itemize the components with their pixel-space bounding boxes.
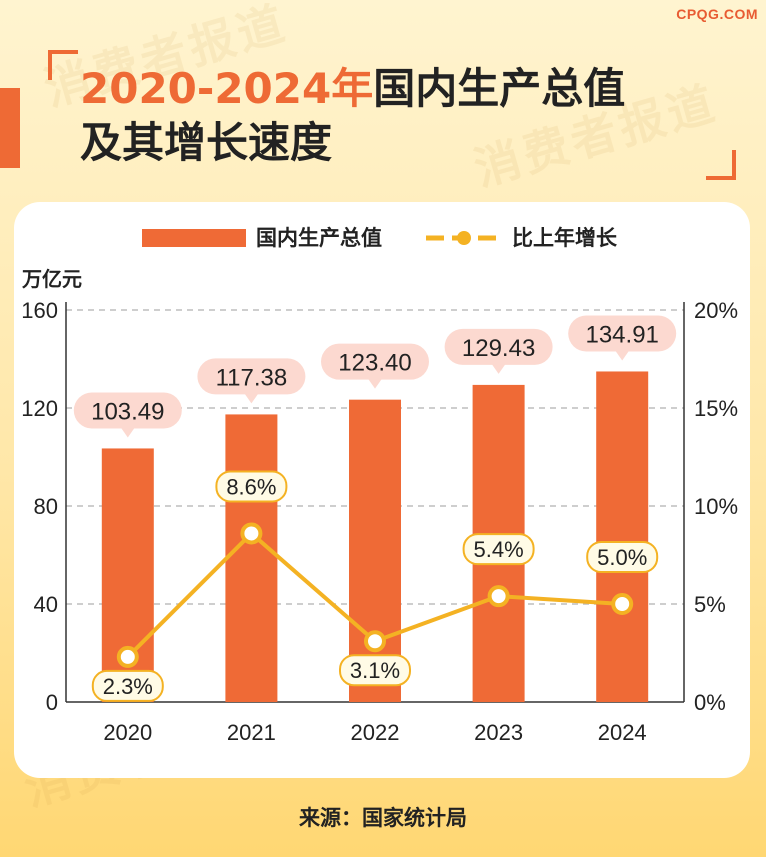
growth-value-label: 8.6% [226, 474, 276, 499]
y2-tick-label: 10% [694, 494, 738, 519]
y2-tick-label: 15% [694, 396, 738, 421]
bar-label-pointer [244, 393, 259, 404]
bar [225, 414, 278, 702]
y-tick-label: 120 [21, 396, 58, 421]
page-title: 2020-2024年国内生产总值 及其增长速度 [80, 62, 625, 170]
bar-value-label: 117.38 [216, 364, 288, 391]
y-tick-label: 40 [34, 592, 58, 617]
y2-tick-label: 20% [694, 298, 738, 323]
legend-bar-swatch [142, 229, 246, 247]
growth-value-label: 5.0% [597, 545, 647, 570]
bar-label-pointer [120, 427, 135, 438]
source-note: 来源：国家统计局 [299, 806, 467, 830]
bar-label-pointer [615, 350, 630, 361]
bar-value-label: 123.40 [338, 350, 411, 377]
growth-point [611, 593, 634, 615]
legend-bar-label: 国内生产总值 [256, 226, 382, 250]
bar-label-pointer [491, 363, 506, 374]
accent-bar [0, 88, 20, 168]
x-tick-label: 2020 [103, 720, 152, 745]
legend-line-marker [457, 231, 471, 245]
title-rest: 国内生产总值 [373, 64, 626, 113]
bar-label-bubble [321, 343, 429, 380]
growth-label-bubble [462, 533, 535, 566]
growth-label-bubble [339, 654, 411, 687]
y-axis-title: 万亿元 [21, 267, 82, 291]
y-tick-label: 80 [34, 494, 58, 519]
title-bracket-open [48, 50, 78, 80]
brand-logo: CPQG.COM [676, 6, 758, 22]
bar-value-label: 129.43 [462, 335, 535, 362]
x-tick-label: 2023 [474, 720, 523, 745]
bar-label-bubble [73, 392, 182, 429]
bar [596, 371, 649, 702]
growth-label-bubble [586, 541, 659, 573]
bar-value-label: 103.49 [91, 398, 164, 425]
growth-point [487, 585, 510, 608]
y2-tick-label: 5% [694, 592, 726, 617]
legend-line-label: 比上年增长 [512, 226, 618, 250]
chart-card: 国内生产总值 比上年增长万亿元 0 0% 40 5% 80 10% 120 15% 160 20% 10… [14, 202, 750, 778]
bar-label-pointer [368, 378, 382, 389]
title-highlight: 2020-2024年 [80, 64, 374, 113]
title-line2: 及其增长速度 [80, 118, 333, 167]
bar-label-bubble [568, 315, 677, 352]
bar-label-bubble [444, 328, 553, 365]
growth-value-label: 5.4% [474, 537, 524, 562]
growth-value-label: 3.1% [350, 658, 400, 683]
x-tick-label: 2024 [598, 720, 647, 745]
y-tick-label: 160 [21, 298, 58, 323]
growth-label-bubble [215, 470, 288, 503]
growth-point [364, 630, 386, 653]
x-tick-label: 2021 [227, 720, 276, 745]
growth-label-bubble [91, 669, 164, 702]
bar-value-label: 134.91 [585, 321, 658, 348]
bar-label-bubble [197, 358, 306, 395]
growth-point [240, 522, 263, 545]
title-bracket-close [706, 150, 736, 180]
growth-value-label: 2.3% [103, 674, 153, 699]
growth-point [116, 645, 139, 668]
y2-tick-label: 0% [694, 690, 726, 715]
x-tick-label: 2022 [351, 720, 400, 745]
y-tick-label: 0 [46, 690, 58, 715]
